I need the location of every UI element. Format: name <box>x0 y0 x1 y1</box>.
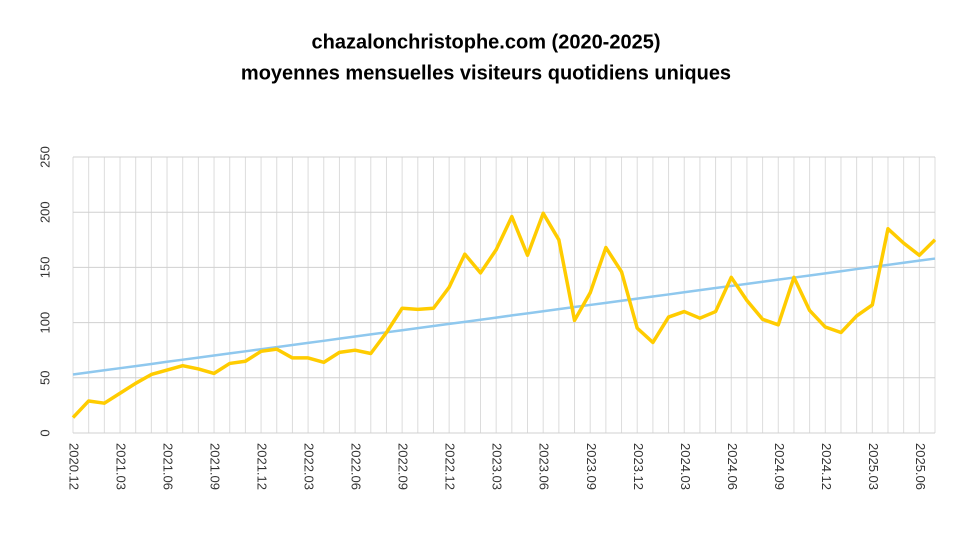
x-tick-label: 2021.12 <box>255 443 270 490</box>
line-series <box>72 257 936 376</box>
chart-subtitle: moyennes mensuelles visiteurs quotidiens… <box>241 62 731 84</box>
x-tick-label: 2024.03 <box>678 443 693 490</box>
y-tick-label: 150 <box>37 257 52 279</box>
x-tick-label: 2023.09 <box>584 443 599 490</box>
y-tick-label: 0 <box>37 429 52 436</box>
x-tick-label: 2025.06 <box>913 443 928 490</box>
x-tick-label: 2021.09 <box>208 443 223 490</box>
x-tick-label: 2023.03 <box>490 443 505 490</box>
x-tick-label: 2021.03 <box>114 443 129 490</box>
chart-title: chazalonchristophe.com (2020-2025) <box>311 31 660 53</box>
x-tick-label: 2022.09 <box>396 443 411 490</box>
x-tick-label: 2022.12 <box>443 443 458 490</box>
y-tick-label: 250 <box>37 146 52 168</box>
x-tick-label: 2024.09 <box>772 443 787 490</box>
x-tick-label: 2024.06 <box>725 443 740 490</box>
x-tick-label: 2021.06 <box>161 443 176 490</box>
x-tick-label: 2025.03 <box>866 443 881 490</box>
y-tick-label: 100 <box>37 312 52 334</box>
line-series <box>71 211 937 419</box>
x-tick-label: 2023.06 <box>537 443 552 490</box>
y-tick-label: 200 <box>37 201 52 223</box>
x-tick-label: 2022.06 <box>349 443 364 490</box>
y-tick-label: 50 <box>37 371 52 385</box>
x-tick-label: 2020.12 <box>67 443 82 490</box>
x-tick-label: 2024.12 <box>819 443 834 490</box>
x-tick-label: 2023.12 <box>631 443 646 490</box>
x-tick-label: 2022.03 <box>302 443 317 490</box>
